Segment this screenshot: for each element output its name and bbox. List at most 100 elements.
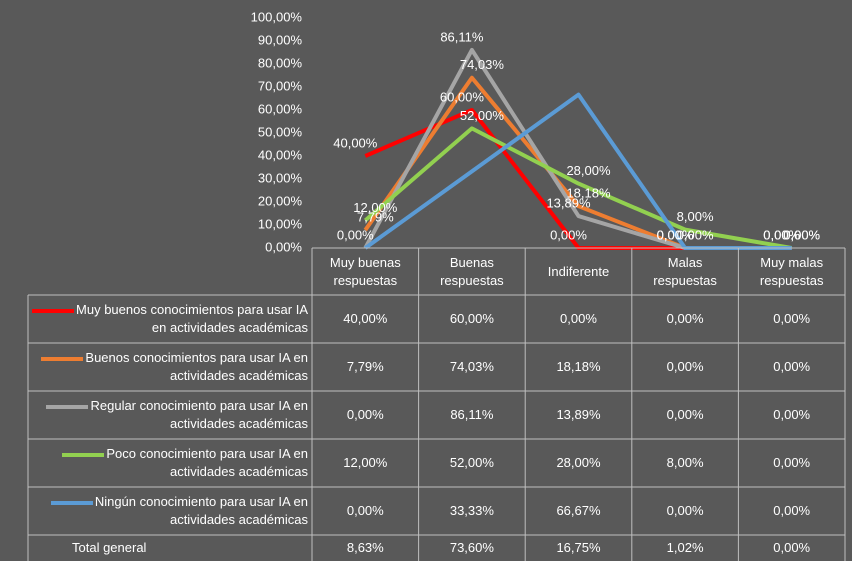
table-value: 0,00% — [632, 343, 739, 391]
data-label: 13,89% — [546, 195, 591, 210]
y-tick-label: 10,00% — [258, 216, 303, 231]
cell-text: 0,00% — [773, 359, 811, 375]
series-line — [363, 126, 793, 250]
table-value: 0,00% — [738, 439, 845, 487]
legend-label: Buenos conocimientos para usar IA en act… — [85, 350, 308, 383]
table-value: 0,00% — [632, 391, 739, 439]
cell-text: 0,00% — [666, 359, 704, 375]
table-value: 0,00% — [312, 487, 419, 535]
cell-text: Buenas respuestas — [440, 254, 504, 288]
y-tick-label: 70,00% — [258, 78, 303, 93]
cell-text: 33,33% — [449, 503, 494, 519]
data-label: 86,11% — [440, 29, 484, 44]
data-label: 0,00% — [657, 227, 694, 242]
legend-text: Ningún conocimiento para usar IA en acti… — [32, 493, 308, 528]
legend-text: Muy buenos conocimientos para usar IA en… — [32, 301, 308, 336]
cell-text: 0,00% — [346, 503, 384, 519]
data-label: 0,00% — [677, 227, 714, 242]
cell-text: 18,18% — [556, 359, 601, 375]
legend-key — [32, 309, 75, 314]
x-tick-label: Muy malas respuestas — [738, 248, 845, 295]
cell-text: 0,00% — [666, 311, 704, 327]
cell-text: 60,00% — [449, 311, 494, 327]
cell-text: 8,63% — [346, 540, 384, 556]
legend-entry: Poco conocimiento para usar IA en activi… — [28, 439, 312, 487]
total-value: 0,00% — [738, 535, 845, 561]
x-tick-label: Muy buenas respuestas — [312, 248, 419, 295]
total-label: Total general — [68, 535, 312, 561]
legend-label: Ningún conocimiento para usar IA en acti… — [94, 494, 308, 527]
y-tick-label: 30,00% — [258, 170, 303, 185]
cell-text: 7,79% — [346, 359, 384, 375]
total-value: 16,75% — [525, 535, 632, 561]
cell-text: 0,00% — [773, 503, 811, 519]
data-label: 74,03% — [460, 57, 505, 72]
data-label: 12,00% — [353, 200, 398, 215]
legend-label: Regular conocimiento para usar IA en act… — [90, 398, 308, 431]
y-tick-label: 60,00% — [258, 101, 303, 116]
table-value: 74,03% — [419, 343, 526, 391]
data-label: 60,00% — [440, 89, 485, 104]
data-label: 0,00% — [337, 227, 374, 242]
cell-text: Total general — [72, 540, 147, 556]
legend-key — [62, 453, 105, 458]
y-tick-label: 80,00% — [258, 55, 303, 70]
legend-key — [46, 405, 89, 410]
series-line — [363, 47, 792, 250]
y-tick-label: 40,00% — [258, 147, 303, 162]
table-value: 0,00% — [312, 391, 419, 439]
x-tick-label: Malas respuestas — [632, 248, 739, 295]
table-value: 0,00% — [738, 295, 845, 343]
cell-text: 0,00% — [560, 311, 597, 327]
table-value: 0,00% — [632, 295, 739, 343]
x-tick-label: Indiferente — [525, 248, 632, 295]
y-tick-label: 20,00% — [258, 193, 303, 208]
cell-text: Muy malas respuestas — [759, 254, 824, 288]
cell-text: Indiferente — [547, 263, 610, 279]
legend-entry: Ningún conocimiento para usar IA en acti… — [28, 487, 312, 535]
data-label: 18,18% — [566, 186, 611, 201]
cell-text: 1,02% — [666, 540, 704, 556]
cell-text: 86,11% — [450, 407, 494, 423]
cell-text: 52,00% — [449, 455, 494, 471]
x-tick-label: Buenas respuestas — [419, 248, 526, 295]
cell-text: 74,03% — [449, 359, 494, 375]
legend-label: Muy buenos conocimientos para usar IA en… — [76, 302, 308, 335]
cell-text: 28,00% — [556, 455, 601, 471]
data-label: 52,00% — [460, 108, 505, 123]
table-value: 18,18% — [525, 343, 632, 391]
cell-text: Malas respuestas — [653, 254, 717, 288]
table-value: 66,67% — [525, 487, 632, 535]
data-label: 7,79% — [357, 210, 394, 225]
cell-text: Muy buenas respuestas — [329, 254, 401, 288]
cell-text: 73,60% — [449, 540, 494, 556]
table-value: 0,00% — [632, 487, 739, 535]
total-value: 1,02% — [632, 535, 739, 561]
table-value: 0,00% — [525, 295, 632, 343]
y-tick-label: 0,00% — [265, 239, 302, 254]
cell-text: 0,00% — [773, 407, 811, 423]
table-value: 7,79% — [312, 343, 419, 391]
cell-text: 8,00% — [666, 455, 704, 471]
data-label: 8,00% — [677, 209, 714, 224]
data-label: 40,00% — [333, 135, 378, 150]
table-value: 8,00% — [632, 439, 739, 487]
legend-key — [50, 501, 93, 506]
table-value: 0,00% — [738, 391, 845, 439]
table-value: 0,00% — [738, 343, 845, 391]
data-label: 0,00% — [550, 227, 587, 242]
legend-text: Regular conocimiento para usar IA en act… — [32, 397, 308, 432]
cell-text: 0,00% — [666, 503, 704, 519]
table-value: 60,00% — [419, 295, 526, 343]
table-value: 0,00% — [738, 487, 845, 535]
cell-text: 0,00% — [773, 311, 811, 327]
cell-text: 13,89% — [556, 407, 601, 423]
cell-text: 0,00% — [773, 540, 811, 556]
cell-text: 0,00% — [773, 455, 811, 471]
legend-entry: Muy buenos conocimientos para usar IA en… — [28, 295, 312, 343]
y-tick-label: 90,00% — [258, 32, 303, 47]
total-value: 8,63% — [312, 535, 419, 561]
cell-text: 0,00% — [346, 407, 384, 423]
y-tick-label: 100,00% — [251, 9, 303, 24]
